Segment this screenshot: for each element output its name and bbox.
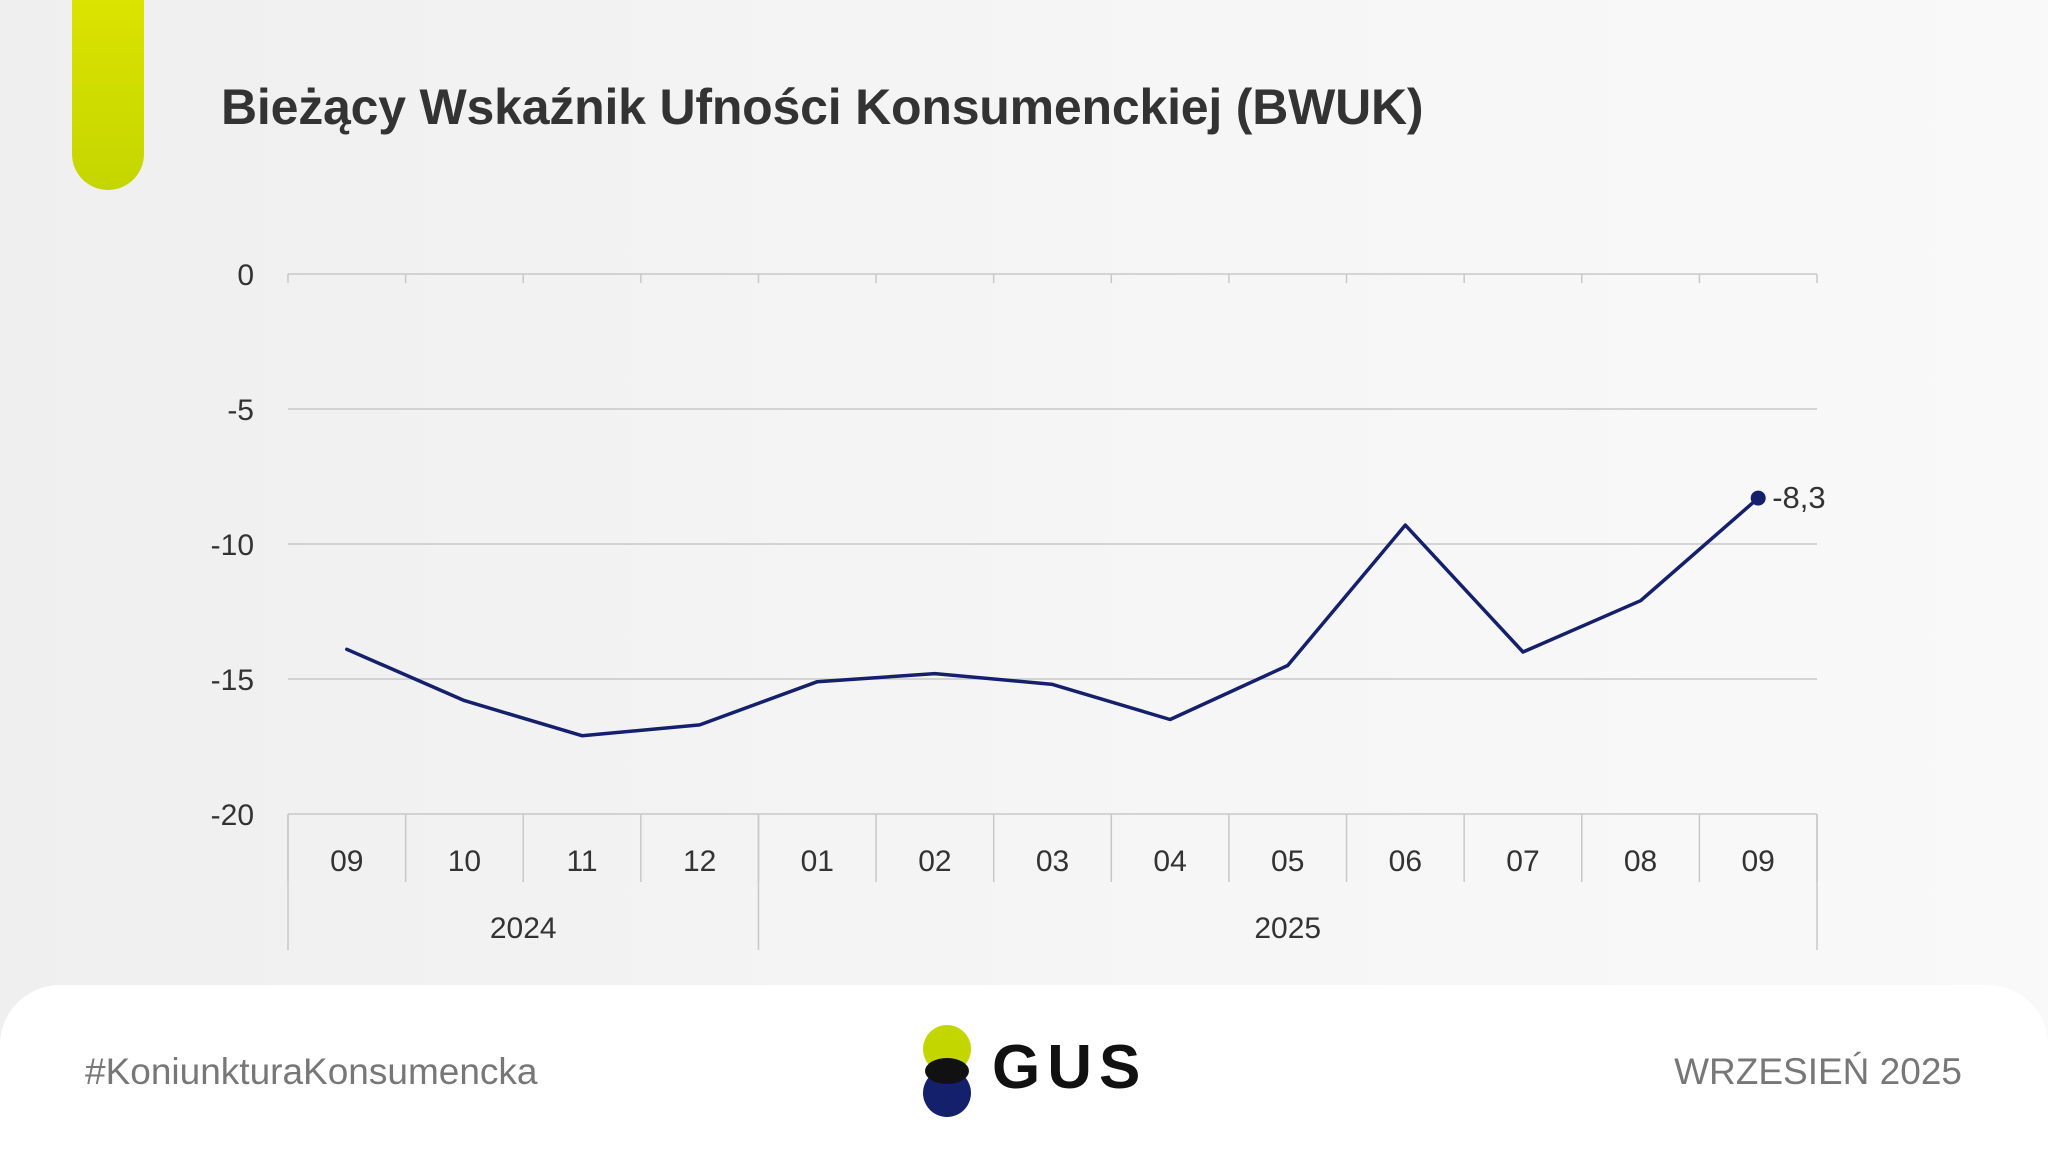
y-tick-label: -20 bbox=[211, 799, 254, 832]
y-tick-label: 0 bbox=[237, 259, 254, 292]
series-line bbox=[345, 496, 1760, 738]
gus-logo-icon bbox=[923, 1025, 971, 1117]
x-tick-label: 07 bbox=[1506, 845, 1539, 878]
x-tick-label: 12 bbox=[683, 845, 716, 878]
x-tick-label: 04 bbox=[1153, 845, 1186, 878]
footer bbox=[0, 985, 2048, 1152]
y-tick-label: -10 bbox=[211, 529, 254, 562]
accent-bar bbox=[72, 0, 144, 190]
x-tick-label: 10 bbox=[448, 845, 481, 878]
x-tick-label: 02 bbox=[918, 845, 951, 878]
x-tick-label: 01 bbox=[801, 845, 834, 878]
x-tick-label: 08 bbox=[1624, 845, 1657, 878]
x-tick-label: 06 bbox=[1389, 845, 1422, 878]
data-label-last: -8,3 bbox=[1772, 480, 1825, 515]
x-tick-label: 09 bbox=[1742, 845, 1775, 878]
last-point-marker bbox=[1750, 490, 1766, 506]
chart-title: Bieżący Wskaźnik Ufności Konsumenckiej (… bbox=[221, 79, 1424, 135]
x-tick-label: 09 bbox=[330, 845, 363, 878]
date-label: WRZESIEŃ 2025 bbox=[1674, 1051, 1962, 1092]
gus-logo: GUS bbox=[915, 1024, 1145, 1120]
year-label: 2025 bbox=[1254, 912, 1321, 945]
gus-logo-text: GUS bbox=[992, 1033, 1148, 1102]
hashtag-label: #KoniunkturaKonsumencka bbox=[85, 1051, 538, 1092]
line-chart: 0 -5 -10 -15 -20 09 10 11 12 01 02 03 04 05 06 07 08 09 20… bbox=[211, 259, 1826, 950]
year-label: 2024 bbox=[490, 912, 557, 945]
y-tick-label: -15 bbox=[211, 664, 254, 697]
x-tick-label: 05 bbox=[1271, 845, 1304, 878]
x-tick-label: 03 bbox=[1036, 845, 1069, 878]
x-tick-label: 11 bbox=[566, 845, 597, 878]
y-tick-label: -5 bbox=[227, 394, 254, 427]
